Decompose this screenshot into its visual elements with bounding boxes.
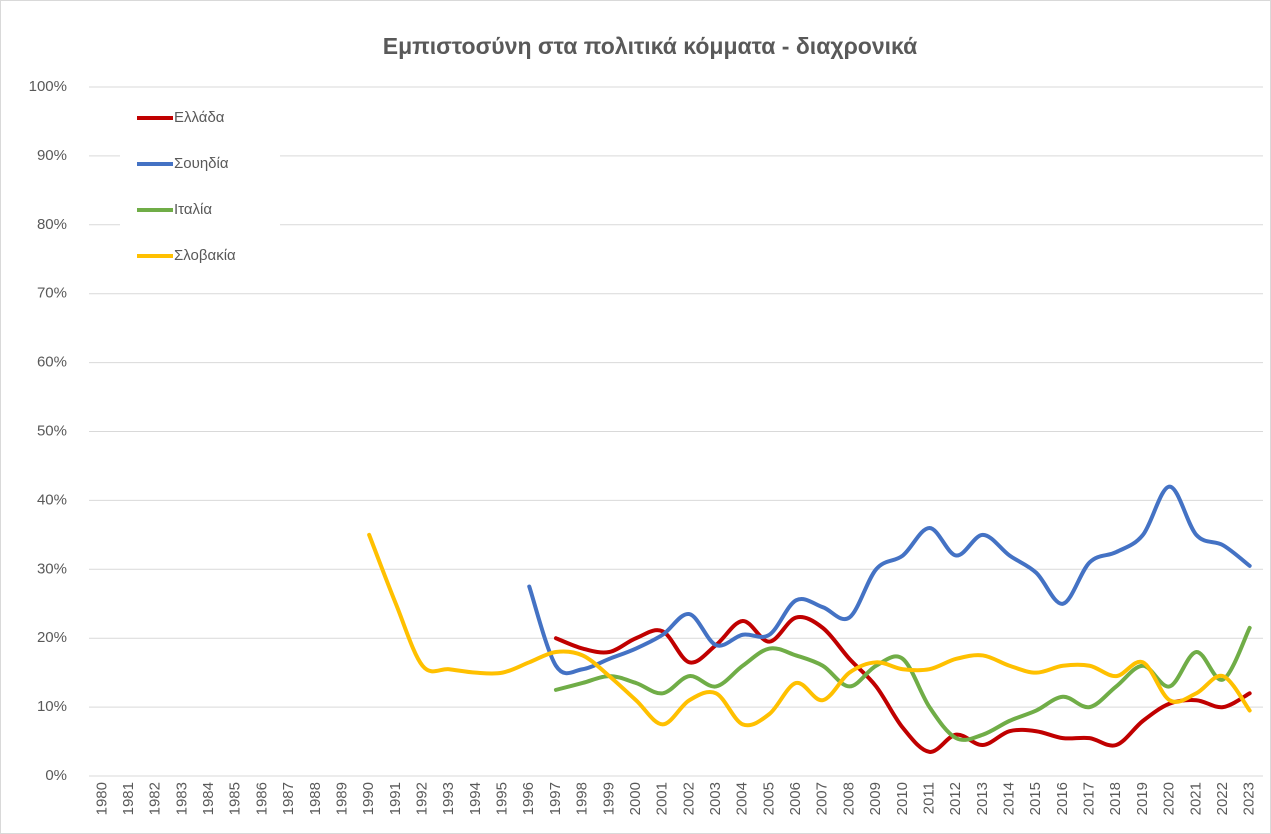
x-tick-label: 1993 — [440, 782, 457, 815]
x-tick-label: 2019 — [1134, 782, 1151, 815]
x-tick-label: 1995 — [494, 782, 511, 815]
series-line — [553, 615, 1252, 754]
y-tick-label: 90% — [37, 147, 67, 164]
x-tick-label: 2016 — [1054, 782, 1071, 815]
y-tick-label: 80% — [37, 216, 67, 233]
x-tick-label: 2004 — [734, 782, 751, 815]
x-tick-label: 2002 — [680, 782, 697, 815]
x-tick-label: 2006 — [787, 782, 804, 815]
y-tick-label: 40% — [37, 491, 67, 508]
y-tick-label: 0% — [45, 767, 67, 784]
series-line — [367, 532, 1252, 728]
x-tick-label: 2001 — [654, 782, 671, 815]
y-tick-label: 60% — [37, 354, 67, 371]
x-tick-label: 1983 — [173, 782, 190, 815]
x-tick-label: 1988 — [307, 782, 324, 815]
x-tick-label: 1992 — [413, 782, 430, 815]
chart-title: Εμπιστοσύνη στα πολιτικά κόμματα - διαχρ… — [383, 33, 917, 59]
x-tick-label: 2003 — [707, 782, 724, 815]
x-tick-label: 1987 — [280, 782, 297, 815]
x-tick-label: 1984 — [200, 782, 217, 815]
x-tick-label: 2020 — [1161, 782, 1178, 815]
y-tick-label: 50% — [37, 422, 67, 439]
x-tick-label: 2000 — [627, 782, 644, 815]
x-tick-label: 2008 — [840, 782, 857, 815]
x-tick-label: 1981 — [120, 782, 137, 815]
y-tick-label: 100% — [29, 78, 67, 95]
series-line — [553, 625, 1252, 742]
x-tick-label: 2007 — [814, 782, 831, 815]
x-tick-label: 2005 — [760, 782, 777, 815]
x-tick-label: 2009 — [867, 782, 884, 815]
x-tick-label: 2013 — [974, 782, 991, 815]
y-tick-label: 20% — [37, 629, 67, 646]
x-tick-label: 2010 — [894, 782, 911, 815]
x-tick-label: 2017 — [1081, 782, 1098, 815]
x-tick-label: 2021 — [1187, 782, 1204, 815]
series-line — [527, 484, 1252, 676]
x-tick-label: 1991 — [387, 782, 404, 815]
legend-label: Ιταλία — [174, 201, 212, 218]
legend-label: Σλοβακία — [174, 247, 236, 264]
x-tick-label: 1985 — [227, 782, 244, 815]
x-tick-label: 1997 — [547, 782, 564, 815]
x-tick-label: 2015 — [1027, 782, 1044, 815]
x-tick-label: 2011 — [920, 782, 937, 814]
x-tick-label: 1986 — [253, 782, 270, 815]
x-tick-label: 1996 — [520, 782, 537, 815]
x-tick-label: 1994 — [467, 782, 484, 815]
legend-bg — [120, 100, 280, 275]
x-tick-label: 2022 — [1214, 782, 1231, 815]
x-tick-label: 2012 — [947, 782, 964, 815]
x-tick-label: 1989 — [333, 782, 350, 815]
legend-label: Σουηδία — [174, 155, 229, 172]
x-tick-label: 1982 — [147, 782, 164, 815]
x-tick-label: 2023 — [1241, 782, 1258, 815]
legend-label: Ελλάδα — [174, 109, 225, 126]
y-tick-label: 10% — [37, 698, 67, 715]
x-tick-label: 1980 — [93, 782, 110, 815]
x-tick-label: 2018 — [1107, 782, 1124, 815]
y-tick-label: 30% — [37, 560, 67, 577]
y-tick-label: 70% — [37, 285, 67, 302]
x-tick-label: 1998 — [574, 782, 591, 815]
x-tick-label: 1990 — [360, 782, 377, 815]
x-tick-label: 2014 — [1000, 782, 1017, 815]
x-tick-label: 1999 — [600, 782, 617, 815]
